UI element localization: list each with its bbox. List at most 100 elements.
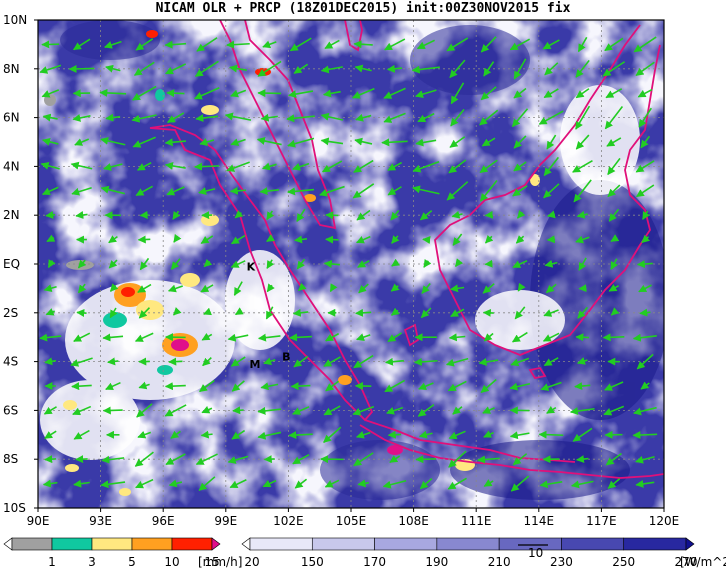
wind-vector [387, 186, 402, 196]
wind-vector [544, 62, 559, 76]
wind-vector [419, 209, 433, 221]
wind-vector [483, 332, 494, 342]
wind-vector [451, 210, 463, 219]
colorbar-swatch [3, 537, 13, 551]
wind-vector [517, 282, 526, 292]
lon-label: 111E [461, 514, 492, 528]
wind-vector [294, 478, 308, 489]
wind-vector [194, 87, 220, 100]
colorbar-swatch [374, 537, 438, 551]
wind-vector [47, 259, 56, 269]
wind-vector [201, 332, 213, 341]
wind-vector [355, 430, 371, 439]
wind-vector [640, 135, 651, 149]
wind-vector [354, 137, 373, 146]
wind-vector [633, 406, 657, 416]
wind-vector [577, 357, 588, 365]
wind-vector [100, 480, 126, 489]
wind-vector [354, 64, 372, 73]
wind-vector [540, 381, 562, 391]
wind-vector [576, 455, 589, 464]
wind-vector [296, 258, 306, 270]
wind-vector [484, 210, 494, 219]
wind-vector [232, 406, 244, 415]
colorbar-swatch [436, 537, 500, 551]
colorbar-level-label: 190 [425, 555, 448, 569]
lat-label: 4S [3, 355, 18, 369]
colorbar-level-label: 150 [301, 555, 324, 569]
wind-vector [384, 38, 406, 51]
colorbar-swatch [241, 537, 251, 551]
wind-vector [139, 257, 150, 271]
wind-vector [139, 210, 149, 219]
wind-vector [449, 284, 465, 293]
wind-vector [42, 113, 58, 122]
colorbar-level-label: 230 [550, 555, 573, 569]
wind-vector [445, 357, 469, 367]
wind-vector [544, 259, 558, 268]
wind-vector [77, 283, 87, 294]
wind-vector [195, 453, 218, 466]
wind-vector [164, 138, 187, 147]
wind-vector [230, 89, 247, 98]
wind-vector [510, 357, 530, 367]
wind-vector [227, 455, 249, 464]
precip-unit-label: [mm/h] [198, 555, 242, 569]
wind-vector [296, 208, 306, 222]
java-coast [359, 424, 664, 479]
wind-vector [632, 333, 657, 342]
colorbar-swatch [685, 537, 695, 551]
wind-vector [356, 209, 371, 221]
wind-vector [512, 453, 528, 466]
map-title: NICAM OLR + PRCP (18Z01DEC2015) init:00Z… [155, 1, 571, 16]
wind-vector [602, 333, 625, 342]
wind-vector [108, 235, 118, 244]
wind-vector [423, 258, 432, 268]
wind-vector [286, 114, 315, 123]
wind-vector [391, 258, 401, 267]
wind-vector [512, 260, 528, 268]
wind-vector [104, 40, 122, 49]
wind-vector [480, 86, 497, 101]
wind-vector [257, 431, 282, 440]
wind-vector [73, 429, 90, 440]
wind-vector [194, 162, 220, 171]
wind-vector [44, 430, 57, 440]
wind-vector [452, 406, 463, 415]
wind-vector [482, 406, 495, 414]
wind-vector [70, 357, 93, 367]
wind-vector [574, 382, 591, 391]
wind-vector [68, 64, 95, 73]
wind-vector [229, 479, 247, 489]
wind-vector [635, 479, 655, 488]
wind-vector [447, 477, 467, 490]
wind-vector [576, 210, 588, 219]
wind-vector [479, 159, 498, 174]
wind-vector [39, 64, 62, 74]
wind-vector [573, 179, 592, 203]
wind-vector [575, 59, 590, 78]
lat-label: 10N [3, 13, 27, 27]
lat-label: 2S [3, 306, 18, 320]
wind-vector [77, 259, 87, 269]
wind-vector [422, 236, 431, 244]
wind-vector [40, 161, 60, 170]
wind-vector [635, 61, 655, 77]
lon-label: 114E [524, 514, 555, 528]
wind-vector [288, 431, 313, 440]
wind-vector [257, 60, 282, 77]
wind-vector [419, 478, 433, 490]
wind-vector [449, 59, 466, 79]
colorbar-swatch [623, 537, 687, 551]
wind-vector [200, 284, 214, 293]
wind-vector [105, 64, 121, 73]
wind-vector [226, 40, 250, 49]
olr-bright-regions [40, 85, 640, 460]
wind-vector [390, 210, 400, 221]
wind-vector [610, 307, 620, 316]
wind-vector [324, 39, 340, 50]
colorbar-level-label: 210 [488, 555, 511, 569]
wind-vector [41, 137, 59, 146]
wind-vector [482, 308, 494, 317]
wind-vector [387, 161, 403, 171]
